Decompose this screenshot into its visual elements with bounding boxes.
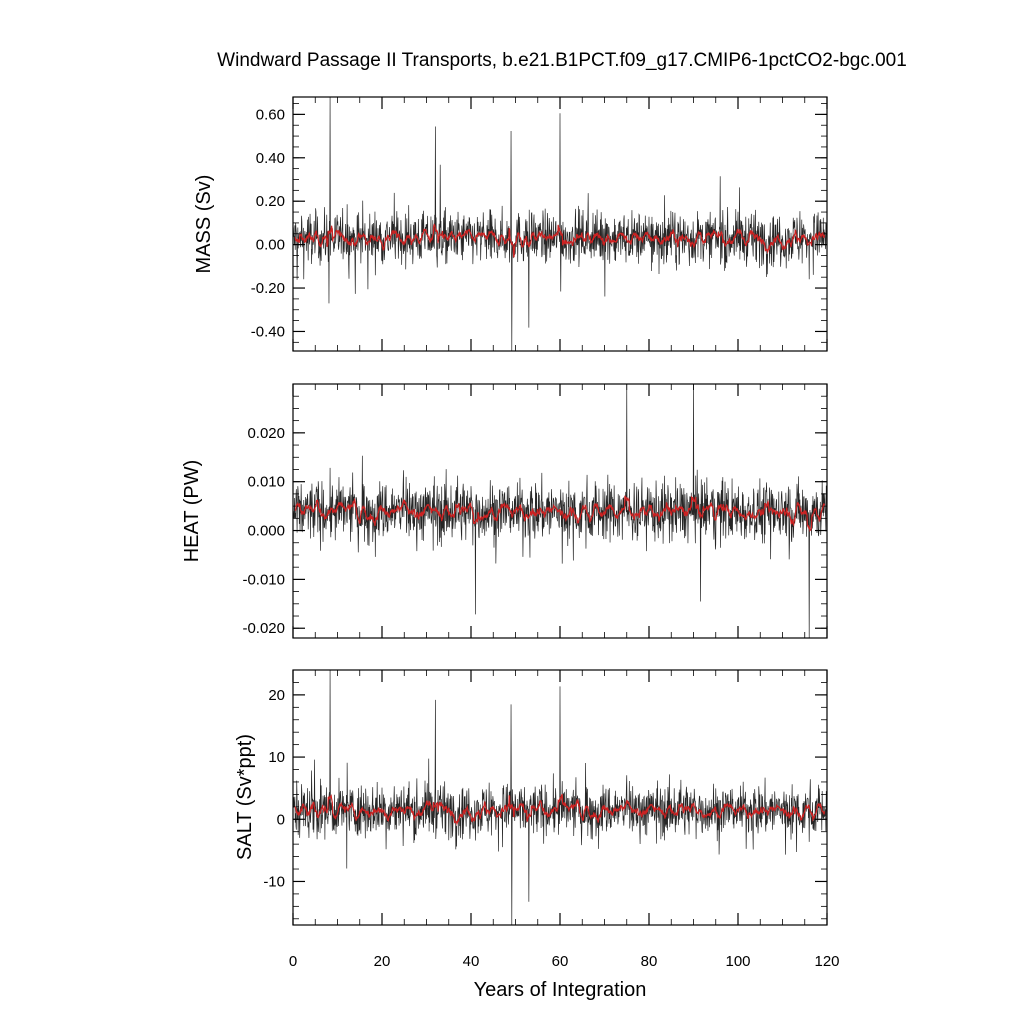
heat-y-tick-label: 0.020 [247, 425, 285, 442]
mass-smoothed-series [294, 223, 825, 258]
x-axis-ticks: 0 20 40 60 80 100 120 [289, 953, 840, 970]
heat-frame [292, 383, 828, 639]
mass-plot [292, 96, 828, 352]
mass-y-tick-label: 0.60 [256, 106, 285, 123]
mass-frame [292, 96, 828, 352]
heat-y-tick-label: -0.020 [242, 620, 285, 637]
heat-yticks: -0.020 -0.010 0.000 0.010 0.020 [242, 383, 828, 638]
heat-y-tick-label: 0.010 [247, 474, 285, 491]
mass-y-tick-label: 0.40 [256, 150, 285, 167]
x-tick-label: 40 [463, 953, 480, 970]
salt-y-tick-label: -10 [263, 873, 285, 890]
mass-y-tick-label: 0.20 [256, 193, 285, 210]
salt-y-tick-label: 0 [277, 811, 285, 828]
heat-ylabel: HEAT (PW) [181, 460, 203, 563]
x-tick-label: 20 [374, 953, 391, 970]
panel-heat: HEAT (PW) -0.020 -0.010 0.000 0.010 0.020 [181, 383, 828, 639]
salt-monthly-series [293, 670, 827, 925]
salt-smoothed-series [294, 793, 825, 826]
heat-y-tick-label: 0.000 [247, 523, 285, 540]
heat-plot [292, 383, 828, 639]
x-tick-label: 0 [289, 953, 297, 970]
heat-y-tick-label: -0.010 [242, 571, 285, 588]
salt-y-tick-label: 10 [268, 749, 285, 766]
x-tick-label: 80 [641, 953, 658, 970]
panel-mass: MASS (Sv) -0.40 -0.20 0.00 0.20 0.40 0.60 [193, 96, 828, 352]
x-axis-label: Years of Integration [474, 979, 647, 1001]
salt-plot [292, 669, 828, 926]
x-tick-label: 120 [814, 953, 839, 970]
x-tick-label: 100 [725, 953, 750, 970]
salt-frame [292, 669, 828, 926]
salt-ylabel: SALT (Sv*ppt) [234, 734, 256, 860]
mass-yticks: -0.40 -0.20 0.00 0.20 0.40 0.60 [251, 97, 828, 351]
mass-y-tick-label: -0.20 [251, 280, 285, 297]
chart-title: Windward Passage II Transports, b.e21.B1… [217, 50, 907, 71]
heat-smoothed-series [294, 495, 825, 533]
panel-salt: SALT (Sv*ppt) -10 0 10 20 [234, 669, 828, 926]
heat-monthly-series [293, 384, 827, 638]
mass-y-tick-label: -0.40 [251, 323, 285, 340]
mass-monthly-series [293, 97, 827, 351]
mass-y-tick-label: 0.00 [256, 237, 285, 254]
x-tick-label: 60 [552, 953, 569, 970]
salt-y-tick-label: 20 [268, 687, 285, 704]
mass-ylabel: MASS (Sv) [193, 175, 215, 274]
